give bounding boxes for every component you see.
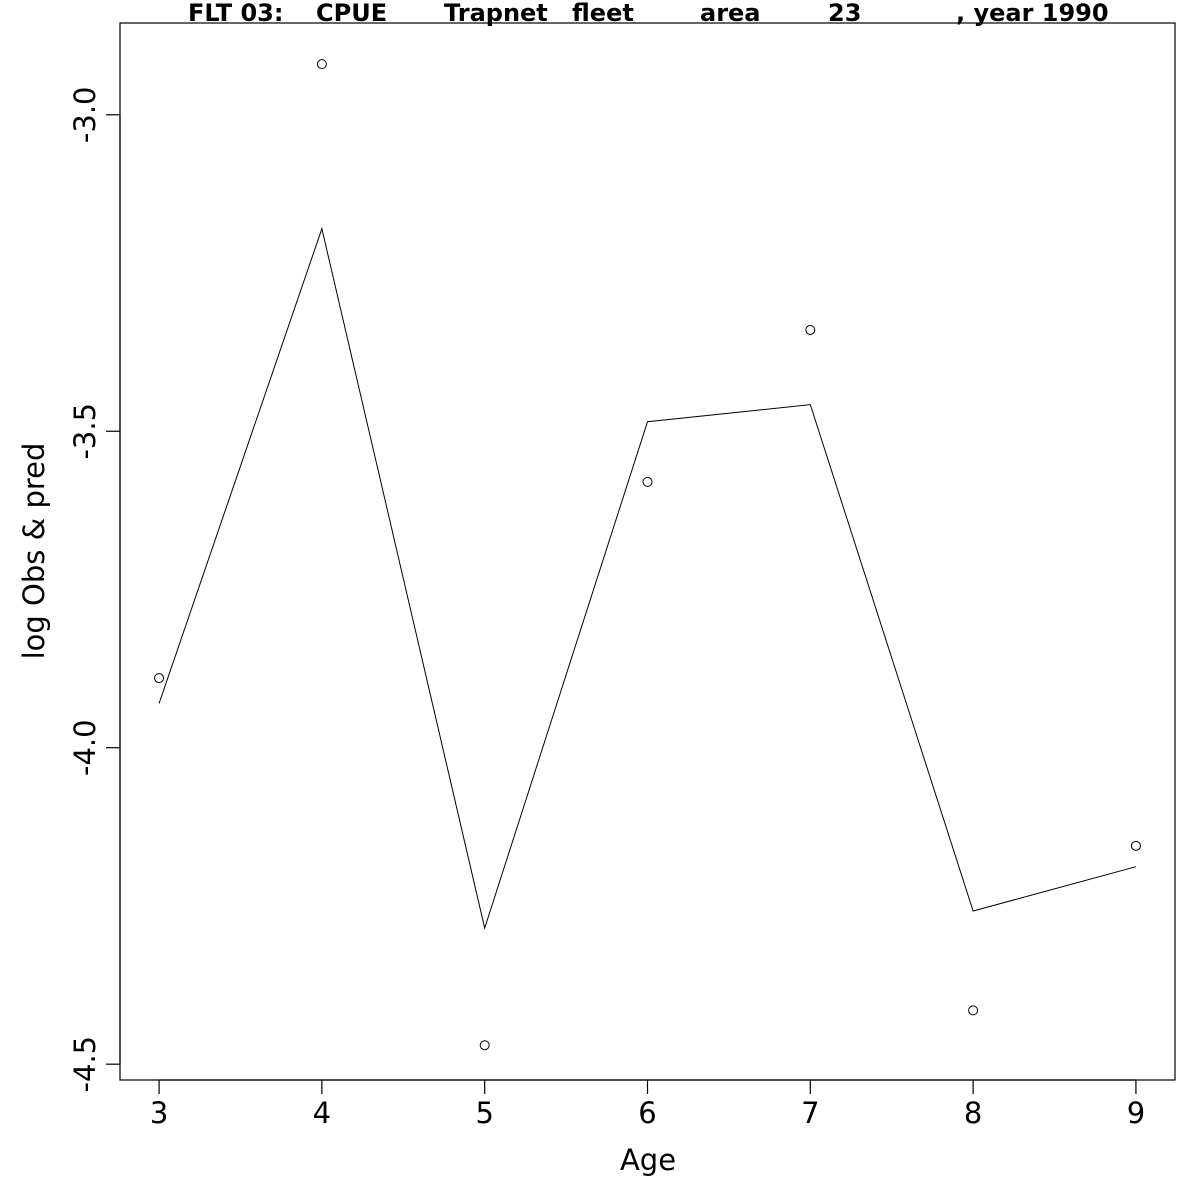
y-tick-label: -3.0 bbox=[68, 86, 102, 143]
observed-point bbox=[154, 673, 165, 684]
x-axis: 3 4 5 6 7 8 9 bbox=[150, 1079, 1145, 1130]
x-axis-label: Age bbox=[620, 1143, 676, 1177]
series-layer bbox=[154, 59, 1141, 1051]
observed-point bbox=[479, 1040, 490, 1051]
observed-point bbox=[968, 1005, 979, 1016]
x-tick-label: 4 bbox=[313, 1096, 331, 1130]
y-tick-label: -4.5 bbox=[68, 1036, 102, 1093]
x-tick-label: 3 bbox=[150, 1096, 168, 1130]
plot-frame bbox=[119, 22, 1176, 1081]
x-tick-label: 6 bbox=[638, 1096, 656, 1130]
x-tick-label: 5 bbox=[475, 1096, 493, 1130]
predicted-line bbox=[158, 226, 1137, 930]
y-tick-label: -3.5 bbox=[68, 403, 102, 460]
observed-point bbox=[805, 324, 816, 335]
x-tick-label: 8 bbox=[964, 1096, 982, 1130]
x-tick-label: 9 bbox=[1127, 1096, 1145, 1130]
y-axis-label: log Obs & pred bbox=[17, 443, 51, 660]
observed-point bbox=[1130, 840, 1141, 851]
y-axis: -3.0 -3.5 -4.0 -4.5 bbox=[68, 86, 121, 1093]
observed-point bbox=[642, 476, 653, 487]
y-tick-label: -4.0 bbox=[68, 719, 102, 776]
observed-point bbox=[316, 59, 327, 70]
x-tick-label: 7 bbox=[801, 1096, 819, 1130]
